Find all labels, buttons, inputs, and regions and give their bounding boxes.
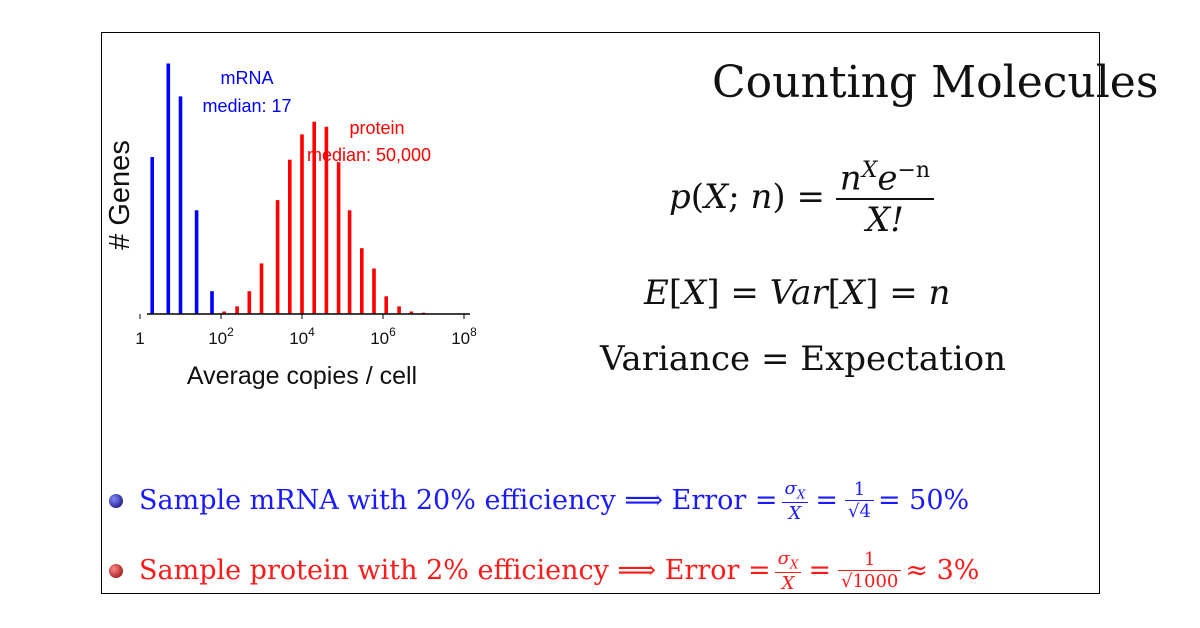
x-tick-label: 102 — [208, 325, 234, 348]
bars-layer — [150, 63, 426, 315]
slide-title: Counting Molecules — [712, 57, 1159, 108]
x-tick-label: 108 — [451, 325, 477, 348]
mrna-bar — [150, 157, 154, 314]
protein-bar — [288, 159, 292, 314]
mrna-bar — [166, 63, 171, 314]
formula1-eq: = — [785, 177, 836, 218]
frac2-num: 1 — [838, 549, 902, 572]
bullet-protein-frac1: σX X — [774, 548, 802, 594]
mrna-bar — [178, 96, 183, 315]
protein-bar — [336, 162, 341, 314]
protein-bar — [347, 210, 352, 314]
protein-bar — [235, 306, 239, 314]
poisson-formula: p(X; n) = nXe−n X! — [669, 158, 935, 240]
frac2-den: √4 — [848, 501, 871, 523]
bullet-mrna-text: Sample mRNA with 20% efficiency ⟹ Error … — [139, 485, 778, 517]
variance-expectation: Variance = Expectation — [600, 339, 1007, 379]
bullet-protein-frac2: 1 √1000 — [838, 549, 902, 593]
f2-eq: = — [719, 273, 770, 313]
x-tick-labels: 1 102 104 106 108 — [135, 314, 477, 348]
frac1-sub: X — [789, 557, 799, 572]
bullet-mrna-eq: = — [815, 485, 839, 517]
f2-lb2: [ — [827, 273, 841, 313]
frac2-den: √1000 — [841, 571, 899, 593]
protein-bar — [247, 291, 252, 314]
frac1-den: X — [788, 502, 802, 524]
mrna-bar — [210, 291, 214, 314]
formula1-p: p — [669, 177, 691, 218]
protein-bar — [324, 126, 329, 314]
slide: 1 102 104 106 108 # Genes Average copies / c… — [101, 32, 1158, 594]
frac1-sigma: σ — [777, 548, 790, 569]
formula1-X: X — [704, 177, 729, 218]
protein-bar — [312, 121, 316, 314]
formula1-open: ( — [690, 177, 705, 218]
protein-bar — [384, 296, 388, 314]
bullet-mrna-tail: = 50% — [877, 485, 970, 517]
f2-eq2: = — [878, 273, 929, 313]
y-axis-label: # Genes — [104, 140, 136, 250]
num-exp: −n — [897, 158, 931, 183]
bullet-dot-red — [109, 563, 123, 578]
protein-annotation-line1: protein — [349, 118, 404, 138]
protein-bar — [259, 263, 264, 314]
num-e: e — [877, 158, 898, 199]
f2-lb: [ — [668, 273, 683, 313]
bullet-mrna-frac1: σX X — [781, 478, 809, 524]
f2-Var: Var — [769, 273, 828, 313]
bullet-protein-eq: = — [808, 555, 832, 587]
bullet-protein-tail: ≈ 3% — [905, 555, 980, 587]
bullet-dot-blue — [109, 493, 123, 508]
x-tick-label: 106 — [370, 325, 396, 348]
protein-annotation-line2: median: 50,000 — [307, 145, 431, 165]
f2-n: n — [928, 273, 951, 313]
den-Xfact: X! — [866, 200, 904, 241]
frac2-num: 1 — [845, 479, 874, 502]
f2-rb: ] — [706, 273, 720, 313]
expectation-formula: E[X] = Var[X] = n — [644, 273, 950, 313]
bullet-protein-text: Sample protein with 2% efficiency ⟹ Erro… — [139, 555, 771, 587]
protein-bar — [300, 134, 304, 314]
bullet-mrna: Sample mRNA with 20% efficiency ⟹ Error … — [109, 478, 969, 524]
frac1-sub: X — [796, 487, 806, 502]
formula1-semi: ; — [728, 177, 751, 218]
formula1-denominator: X! — [836, 200, 934, 240]
protein-bar — [397, 306, 401, 314]
protein-bar — [360, 248, 364, 314]
protein-bar — [409, 311, 414, 314]
mrna-bar — [194, 210, 199, 314]
bullet-protein: Sample protein with 2% efficiency ⟹ Erro… — [109, 548, 979, 594]
mrna-annotation-line2: median: 17 — [202, 96, 291, 116]
histogram-chart: 1 102 104 106 108 # Genes Average copies / c… — [104, 63, 477, 390]
formula1-fraction: nXe−n X! — [835, 158, 935, 240]
protein-bar — [222, 311, 226, 314]
x-axis-label: Average copies / cell — [187, 362, 417, 390]
protein-bar — [275, 200, 280, 314]
mrna-annotation-line1: mRNA — [221, 68, 274, 88]
formula1-n: n — [750, 177, 773, 218]
frac1-den: X — [781, 572, 795, 594]
x-tick-label: 104 — [289, 325, 315, 348]
f2-X2: X — [840, 273, 866, 313]
f2-X: X — [682, 273, 707, 313]
f2-E: E — [644, 273, 669, 313]
formula1-close: ) — [772, 177, 786, 218]
num-n: n — [839, 158, 862, 199]
x-tick-label: 1 — [135, 329, 144, 348]
f2-rb2: ] — [865, 273, 879, 313]
formula1-numerator: nXe−n — [835, 158, 935, 201]
protein-bar — [372, 268, 376, 314]
bullet-mrna-frac2: 1 √4 — [845, 479, 874, 522]
frac1-sigma: σ — [784, 478, 797, 499]
num-X: X — [861, 158, 878, 183]
